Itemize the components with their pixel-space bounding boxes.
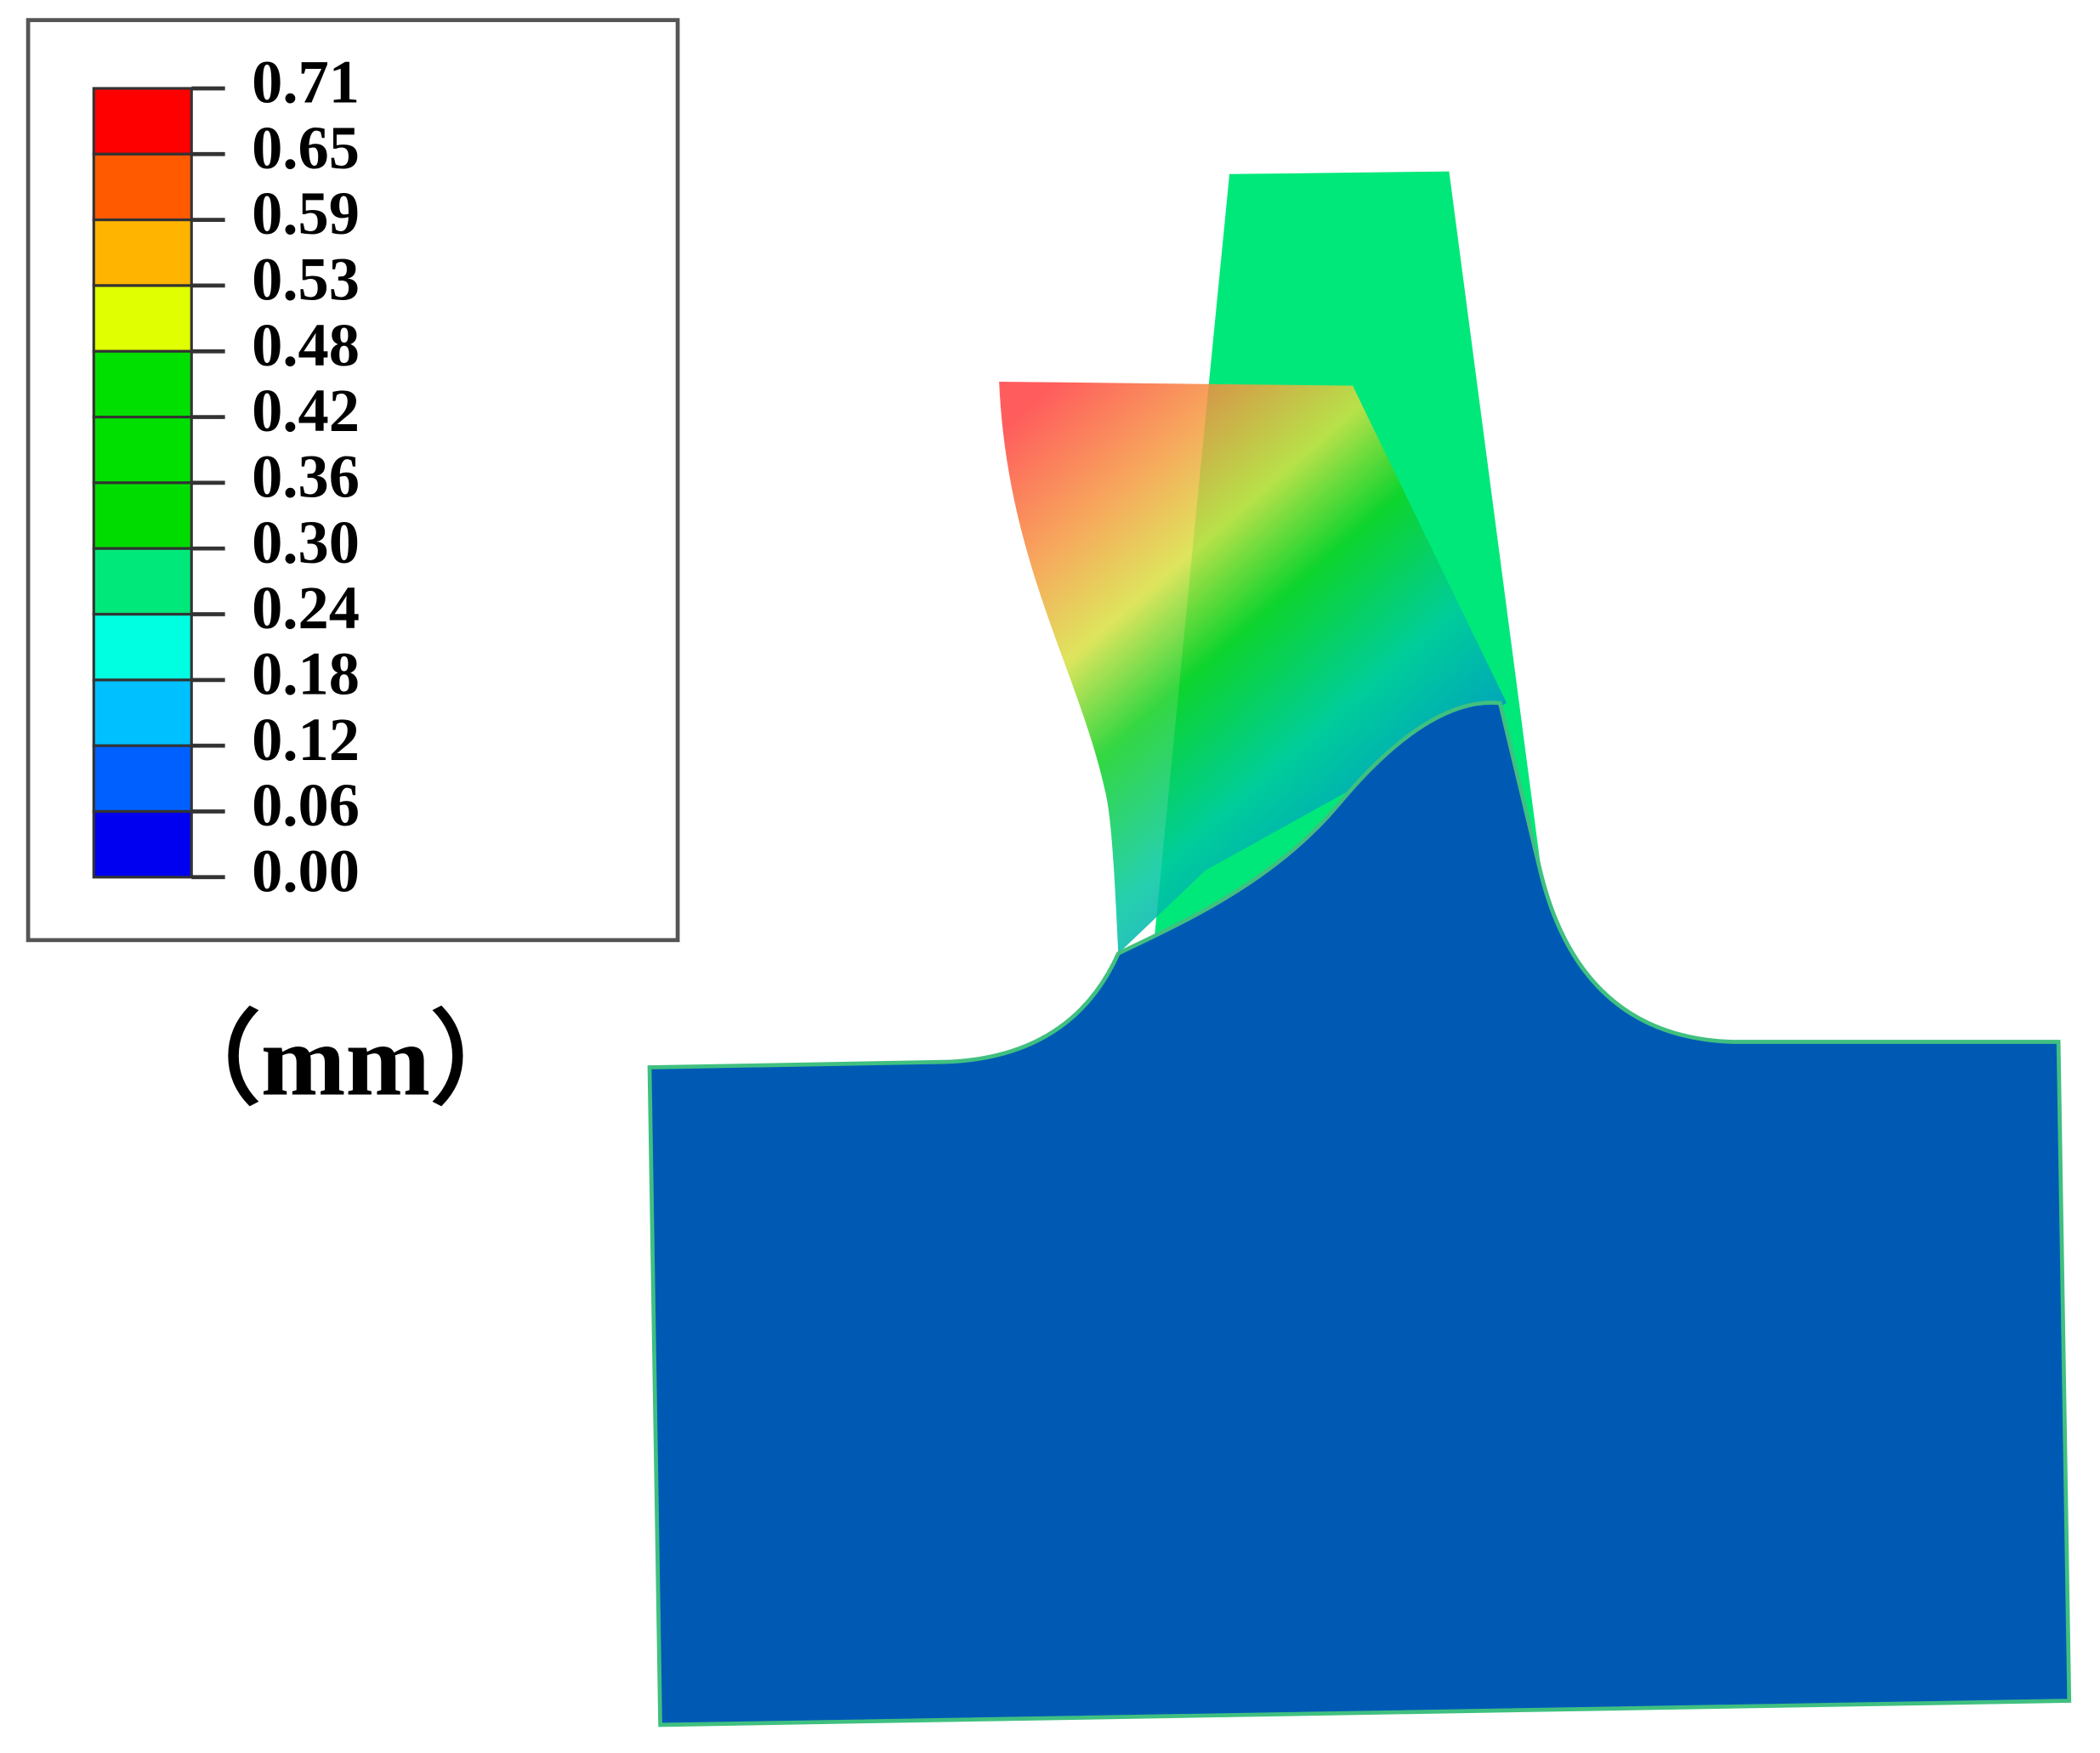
legend-band [92,349,193,419]
legend-label: 0.06 [252,770,360,839]
legend-label: 0.30 [252,508,360,576]
legend-band [92,415,193,485]
legend-label: 0.65 [252,113,360,182]
legend-band [92,612,193,682]
legend: 0.710.650.590.530.480.420.360.300.240.18… [92,48,360,905]
legend-band [92,284,193,353]
gear-body [647,701,2072,1727]
legend-band [92,547,193,616]
legend-band [92,744,193,814]
legend-label: 0.36 [252,442,360,511]
legend-label: 0.53 [252,245,360,314]
legend-band [92,678,193,747]
legend-label: 0.71 [252,48,360,116]
legend-label: 0.24 [252,573,360,642]
legend-band [92,481,193,550]
legend-label: 0.12 [252,705,360,774]
legend-band [92,152,193,222]
legend-label: 0.00 [252,836,360,905]
legend-label: 0.42 [252,376,360,445]
legend-band [92,87,193,156]
unit-label: （mm） [159,1004,532,1117]
legend-band [92,218,193,287]
deformed-tooth [999,381,1507,954]
legend-band [92,809,193,879]
legend-label: 0.18 [252,638,360,707]
legend-label: 0.48 [252,310,360,379]
legend-label: 0.59 [252,179,360,247]
